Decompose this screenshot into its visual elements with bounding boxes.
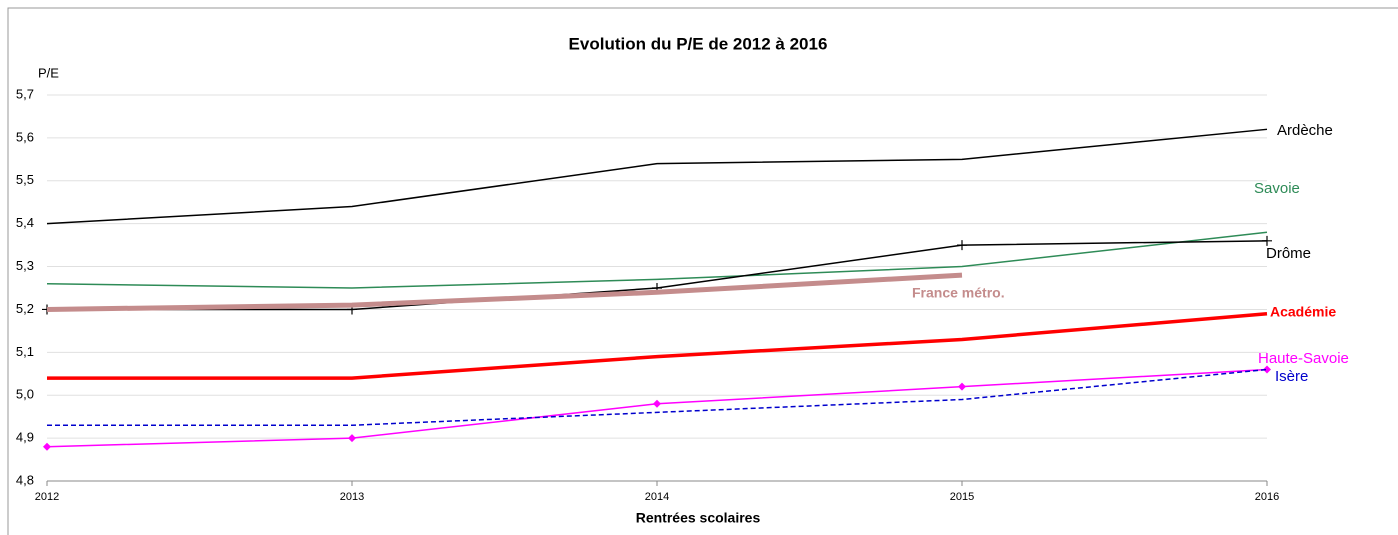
series-label: Drôme <box>1266 245 1311 262</box>
y-tick-label: 5,2 <box>16 301 34 316</box>
series-label: Savoie <box>1254 180 1300 197</box>
series-line <box>47 368 1268 426</box>
y-tick-label: 5,3 <box>16 258 34 273</box>
x-tick-label: 2012 <box>35 491 59 503</box>
y-tick-label: 5,1 <box>16 344 34 359</box>
y-axis-label: P/E <box>38 65 59 80</box>
point-marker <box>43 442 51 451</box>
point-marker <box>348 434 356 443</box>
series-line <box>46 272 963 312</box>
y-tick-label: 5,0 <box>16 387 34 402</box>
point-marker <box>653 399 661 408</box>
series-label: Ardèche <box>1277 122 1333 139</box>
series-line <box>46 128 1268 225</box>
x-tick-label: 2014 <box>645 491 669 503</box>
x-axis-label: Rentrées scolaires <box>636 510 761 526</box>
series-line <box>46 368 1268 448</box>
point-marker <box>957 240 967 251</box>
series-label: Haute-Savoie <box>1258 350 1349 367</box>
y-tick-label: 4,9 <box>16 430 34 445</box>
series-label: Académie <box>1270 304 1336 320</box>
y-tick-label: 5,7 <box>16 86 34 101</box>
series-line <box>46 231 1268 289</box>
y-tick-label: 5,5 <box>16 172 34 187</box>
series-label: Isère <box>1275 368 1308 385</box>
x-tick-label: 2013 <box>340 491 364 503</box>
series-line <box>47 311 1268 380</box>
y-tick-label: 5,4 <box>16 215 34 230</box>
x-tick-label: 2016 <box>1255 491 1279 503</box>
x-tick-label: 2015 <box>950 491 974 503</box>
point-marker <box>958 382 966 391</box>
point-marker <box>1263 365 1271 374</box>
chart-title: Evolution du P/E de 2012 à 2016 <box>569 34 828 53</box>
y-tick-label: 4,8 <box>16 472 34 487</box>
point-marker <box>1262 235 1272 246</box>
series-label: France métro. <box>912 285 1005 301</box>
series-line <box>47 240 1268 311</box>
chart-frame <box>7 7 1398 535</box>
y-tick-label: 5,6 <box>16 129 34 144</box>
